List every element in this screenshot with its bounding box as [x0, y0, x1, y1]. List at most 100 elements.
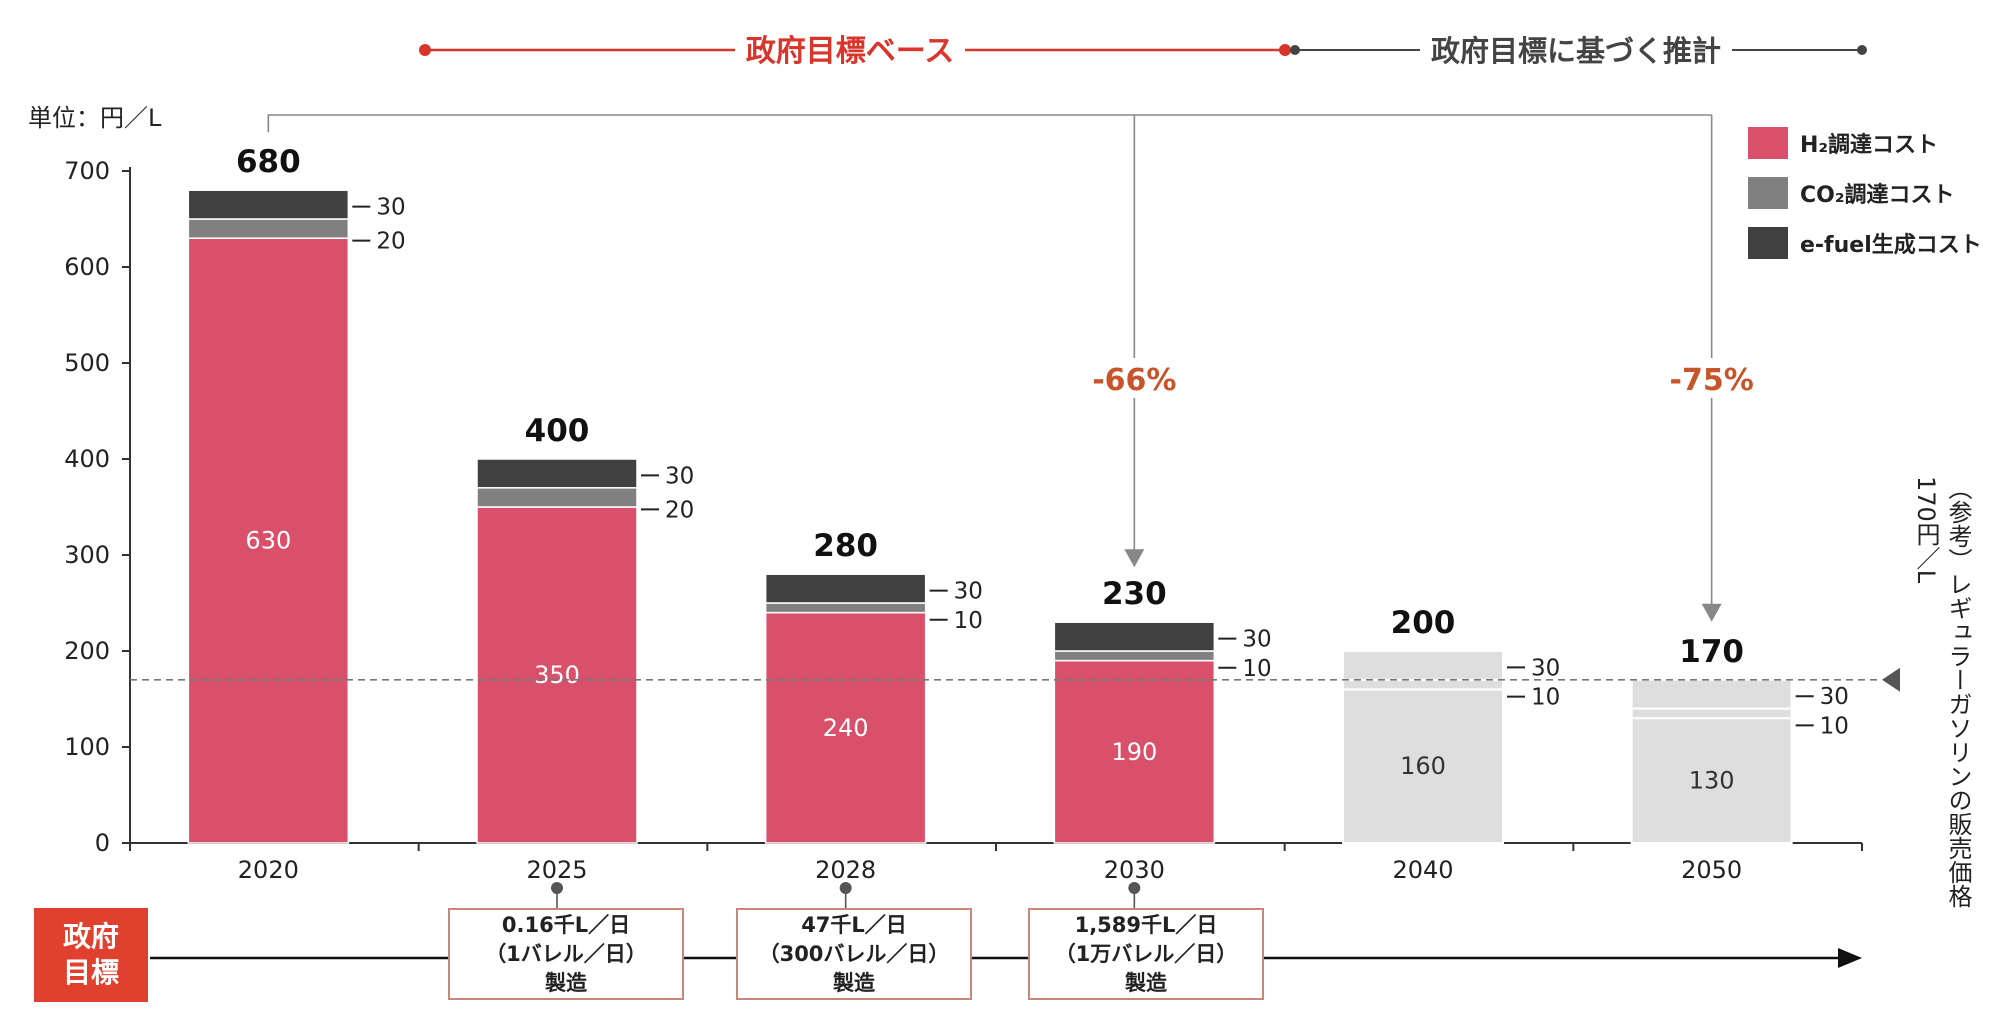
bar-segment: [764, 602, 927, 614]
total-label: 280: [813, 528, 878, 564]
bar-segment: [1053, 659, 1216, 844]
reference-marker: [1882, 667, 1900, 692]
data-label-co2: 10: [1531, 685, 1560, 711]
x-tick-label: 2020: [238, 856, 299, 884]
y-tick-label: 0: [95, 829, 110, 857]
y-tick-label: 500: [64, 349, 110, 377]
milestone-line: （300バレル／日）: [758, 941, 950, 966]
total-label: 400: [525, 413, 590, 449]
bar-segment: [476, 487, 638, 508]
phase-annotation: 政府目標ベース 政府目標に基づく推計: [419, 34, 1867, 69]
bar-segment: [1342, 650, 1504, 681]
y-tick-label: 200: [64, 637, 110, 665]
timeline: [150, 882, 1862, 968]
bar-segment: [764, 611, 927, 844]
reference-price-label: （参考）レギュラーガソリンの販売価格 170円／L: [1910, 476, 1974, 908]
bar-segment: [1342, 678, 1504, 691]
milestone-line: 47千L／日: [801, 912, 907, 937]
government-target-badge: 政府 目標: [34, 908, 148, 1002]
x-tick-label: 2030: [1104, 856, 1165, 884]
milestone-line: 0.16千L／日: [501, 912, 631, 937]
data-label-h2: 240: [823, 714, 869, 742]
data-label-efuel: 30: [665, 463, 694, 489]
bar-segment: [1630, 678, 1793, 710]
data-label-efuel: 30: [954, 579, 983, 605]
bar-segment: [1053, 621, 1216, 652]
milestone-line: （1万バレル／日）: [1054, 941, 1238, 966]
bar-segment: [476, 506, 638, 844]
legend-swatch-co2: [1748, 177, 1788, 209]
government-target-line1: 政府: [62, 920, 119, 953]
data-label-h2: 160: [1400, 752, 1446, 780]
milestone-line: 製造: [833, 970, 875, 995]
data-label-co2: 10: [1242, 656, 1271, 682]
bracket-line: [267, 114, 1712, 133]
x-tick-label: 2028: [815, 856, 876, 884]
reduction-label: -66%: [1092, 363, 1176, 398]
total-label: 680: [236, 144, 301, 180]
bar-segment: [1053, 650, 1216, 662]
total-label: 170: [1679, 634, 1744, 670]
phase-dot: [419, 44, 431, 56]
bar-segment: [476, 458, 638, 489]
phase-dot: [1857, 45, 1867, 55]
bar-segment: [1342, 688, 1504, 845]
legend: H₂調達コスト CO₂調達コスト e-fuel生成コスト: [1748, 118, 1982, 268]
y-tick-label: 400: [64, 445, 110, 473]
bars: 630 30 20 680 350 30 20 400 240 30 10 280 190 30 10 230…: [187, 144, 1849, 845]
legend-item-h2: H₂調達コスト: [1748, 118, 1982, 168]
legend-label-co2: CO₂調達コスト: [1800, 183, 1955, 208]
y-tick-label: 600: [64, 253, 110, 281]
timeline-arrow-head: [1838, 948, 1862, 968]
bar-segment: [764, 573, 927, 604]
milestone-line: 1,589千L／日: [1074, 912, 1218, 937]
phase-label-target-base: 政府目標ベース: [746, 34, 955, 69]
reference-line: [130, 667, 1900, 692]
legend-label-h2: H₂調達コスト: [1800, 133, 1939, 158]
total-label: 230: [1102, 576, 1167, 612]
phase-dot: [1279, 44, 1291, 56]
milestone-dot: [1128, 882, 1141, 894]
arrow-head: [1124, 549, 1145, 568]
data-label-h2: 350: [534, 661, 580, 689]
bar-segment: [1630, 707, 1793, 720]
data-label-efuel: 30: [1242, 627, 1271, 653]
data-label-h2: 190: [1111, 738, 1157, 766]
government-target-line2: 目標: [62, 956, 119, 989]
milestone-line: 製造: [1125, 970, 1167, 995]
legend-swatch-h2: [1748, 127, 1788, 159]
total-label: 200: [1391, 605, 1456, 641]
milestone-dot: [839, 882, 852, 894]
bar-segment: [187, 218, 350, 239]
data-label-h2: 630: [245, 527, 291, 555]
legend-item-co2: CO₂調達コスト: [1748, 168, 1982, 218]
bar-segment: [187, 189, 350, 220]
legend-swatch-efuel: [1748, 227, 1788, 259]
reference-label-line2: 170円／L: [1912, 476, 1940, 584]
reduction-bracket: -66% -75%: [267, 114, 1754, 622]
y-tick-label: 700: [64, 157, 110, 185]
data-label-efuel: 30: [376, 195, 405, 221]
phase-label-estimate: 政府目標に基づく推計: [1431, 34, 1721, 68]
milestone-2030: 1,589千L／日 （1万バレル／日） 製造: [1028, 908, 1264, 1000]
arrow-head: [1701, 603, 1722, 622]
y-tick-label: 100: [64, 733, 110, 761]
legend-label-efuel: e-fuel生成コスト: [1800, 233, 1982, 258]
data-label-efuel: 30: [1531, 655, 1560, 681]
x-tick-label: 2040: [1392, 856, 1453, 884]
phase-dot: [1290, 45, 1300, 55]
data-label-co2: 10: [954, 608, 983, 634]
milestone-2025: 0.16千L／日 （1バレル／日） 製造: [448, 908, 684, 1000]
unit-label: 単位：円／L: [28, 104, 162, 132]
milestone-dot: [551, 882, 563, 894]
data-label-co2: 20: [665, 497, 694, 523]
reference-label-line1: （参考）レギュラーガソリンの販売価格: [1944, 476, 1972, 908]
x-tick-label: 2050: [1681, 856, 1742, 884]
reduction-label: -75%: [1670, 363, 1754, 398]
milestone-line: （1バレル／日）: [485, 941, 647, 966]
milestone-line: 製造: [545, 970, 587, 995]
data-label-co2: 20: [376, 229, 405, 255]
